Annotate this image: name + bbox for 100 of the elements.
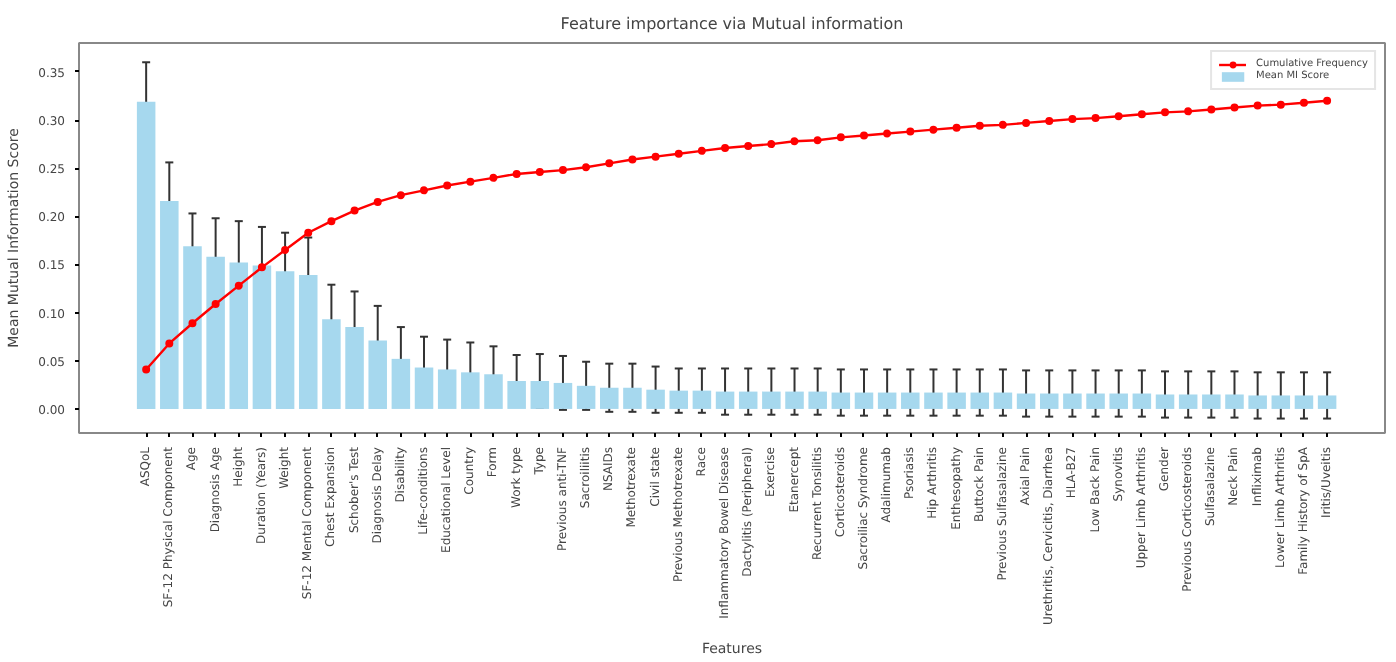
bar bbox=[669, 390, 688, 409]
bar bbox=[646, 389, 665, 409]
point bbox=[605, 159, 614, 168]
point bbox=[1230, 103, 1239, 112]
bar bbox=[623, 387, 642, 409]
point bbox=[489, 173, 498, 182]
point bbox=[281, 246, 290, 255]
bar bbox=[1155, 394, 1175, 409]
bar bbox=[252, 265, 272, 409]
point bbox=[535, 168, 544, 177]
point bbox=[211, 299, 220, 308]
bar bbox=[1109, 393, 1128, 409]
bar bbox=[1086, 393, 1105, 409]
point bbox=[1137, 110, 1146, 119]
point bbox=[1068, 115, 1077, 124]
point bbox=[1323, 96, 1332, 105]
point bbox=[975, 121, 984, 130]
point bbox=[952, 123, 961, 132]
point bbox=[373, 197, 382, 206]
point bbox=[836, 133, 845, 142]
bar bbox=[507, 381, 526, 409]
bar bbox=[391, 358, 411, 409]
bar bbox=[553, 382, 573, 409]
point bbox=[582, 163, 591, 172]
bar bbox=[345, 327, 364, 409]
point bbox=[628, 155, 637, 164]
point bbox=[1022, 118, 1031, 127]
point bbox=[674, 149, 683, 158]
bar bbox=[947, 392, 966, 409]
point bbox=[165, 339, 174, 348]
bar bbox=[206, 256, 225, 409]
point bbox=[420, 186, 429, 195]
bar bbox=[275, 271, 295, 409]
bar bbox=[183, 246, 202, 409]
bar bbox=[1225, 394, 1244, 409]
bar bbox=[970, 392, 990, 409]
point bbox=[883, 129, 892, 138]
point bbox=[350, 206, 359, 215]
bar bbox=[1202, 394, 1221, 409]
bar bbox=[1016, 393, 1036, 409]
bar bbox=[414, 367, 434, 409]
point bbox=[1045, 117, 1054, 125]
point bbox=[998, 120, 1007, 129]
point bbox=[744, 142, 753, 151]
bar bbox=[762, 391, 781, 409]
bar bbox=[854, 392, 874, 409]
bar bbox=[322, 319, 341, 409]
point bbox=[697, 146, 706, 155]
point bbox=[1207, 105, 1216, 114]
bar bbox=[368, 340, 387, 409]
point bbox=[1253, 101, 1262, 110]
bar bbox=[785, 391, 804, 409]
bar bbox=[1317, 395, 1337, 409]
point bbox=[767, 140, 776, 149]
bar bbox=[1063, 393, 1082, 409]
point bbox=[257, 263, 266, 272]
bar bbox=[901, 392, 920, 409]
point bbox=[721, 143, 730, 152]
point bbox=[1184, 107, 1193, 116]
point bbox=[929, 125, 938, 134]
bar bbox=[877, 392, 897, 409]
point bbox=[1276, 100, 1285, 109]
bar bbox=[1248, 395, 1267, 409]
bar bbox=[229, 262, 249, 409]
point bbox=[234, 281, 243, 290]
point bbox=[906, 127, 915, 136]
point bbox=[188, 319, 197, 328]
bar bbox=[831, 392, 851, 409]
bar bbox=[136, 101, 156, 409]
bar bbox=[808, 391, 827, 409]
point bbox=[443, 181, 452, 190]
bar bbox=[692, 390, 712, 409]
bar bbox=[437, 369, 457, 409]
point bbox=[512, 169, 521, 178]
bar bbox=[600, 387, 619, 409]
chart-title: Feature importance via Mutual information bbox=[560, 15, 904, 33]
bar bbox=[160, 200, 179, 409]
bar bbox=[1039, 393, 1059, 409]
point bbox=[1161, 108, 1170, 117]
point bbox=[466, 177, 475, 186]
point bbox=[142, 365, 151, 374]
bar bbox=[576, 385, 596, 409]
point bbox=[1091, 114, 1100, 123]
bar bbox=[1132, 393, 1152, 409]
point bbox=[790, 137, 799, 146]
bar bbox=[738, 391, 758, 409]
point bbox=[651, 152, 660, 161]
point bbox=[859, 131, 868, 140]
bar bbox=[1271, 395, 1291, 409]
bar bbox=[993, 392, 1013, 409]
point bbox=[327, 217, 336, 226]
point bbox=[1114, 112, 1123, 121]
bar bbox=[1178, 394, 1198, 409]
point bbox=[396, 191, 405, 200]
bar bbox=[461, 372, 480, 409]
point bbox=[1299, 98, 1308, 107]
bar bbox=[1294, 395, 1314, 409]
point bbox=[813, 136, 822, 145]
point bbox=[558, 166, 567, 175]
bar bbox=[484, 374, 503, 409]
